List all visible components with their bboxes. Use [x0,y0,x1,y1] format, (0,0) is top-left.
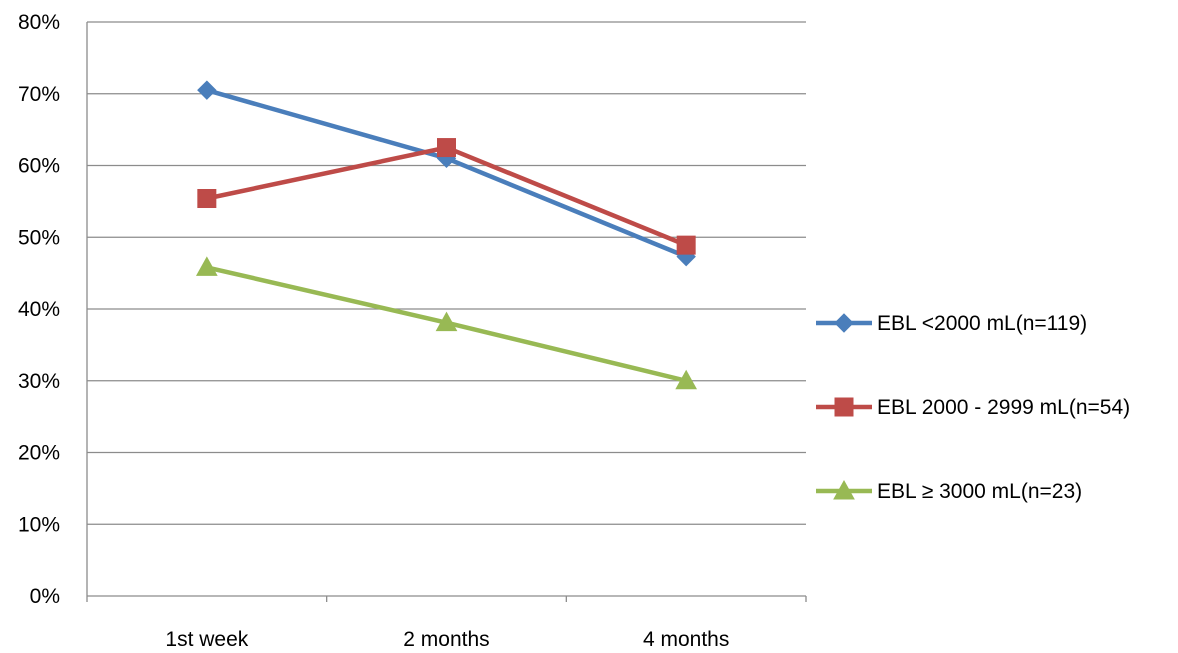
series-lines [195,80,698,390]
data-point [437,138,456,158]
y-tick-label: 70% [18,83,60,106]
series-1 [197,80,696,267]
legend-label: EBL 2000 - 2999 mL(n=54) [877,396,1130,419]
y-tick-label: 0% [30,585,60,608]
legend-marker [833,479,855,500]
y-tick-label: 80% [18,11,60,34]
legend-label: EBL ≥ 3000 mL(n=23) [877,480,1082,503]
data-point [197,189,217,209]
y-tick-label: 20% [18,442,60,465]
legend-entry: EBL ≥ 3000 mL(n=23) [816,479,1082,503]
legend: EBL <2000 mL(n=119) EBL 2000 - 2999 mL(n=… [816,312,1130,503]
legend-label: EBL <2000 mL(n=119) [877,312,1087,335]
series-2 [197,138,696,255]
series-line [206,87,688,259]
legend-entry: EBL 2000 - 2999 mL(n=54) [816,396,1130,419]
y-tick-label: 10% [18,513,60,536]
legend-marker [834,313,854,333]
y-tick-label: 40% [18,298,60,321]
data-point [676,235,696,255]
x-tick-label: 2 months [403,628,489,651]
series-3 [195,256,698,390]
axes [86,22,807,602]
x-tick-label: 4 months [643,628,729,651]
y-axis-tick-labels: 0% 10% 20% 30% 40% 50% 60% 70% 80% [18,11,60,608]
data-point [197,80,217,100]
x-axis-tick-labels: 1st week 2 months 4 months [165,628,729,651]
data-point [195,256,218,276]
y-tick-label: 60% [18,155,60,178]
gridlines [87,21,806,525]
x-tick-label: 1st week [165,628,248,651]
data-point [675,369,698,390]
legend-entry: EBL <2000 mL(n=119) [816,312,1087,335]
data-point [435,311,458,332]
y-tick-label: 50% [18,226,60,249]
y-tick-label: 30% [18,370,60,393]
legend-marker [834,397,854,417]
